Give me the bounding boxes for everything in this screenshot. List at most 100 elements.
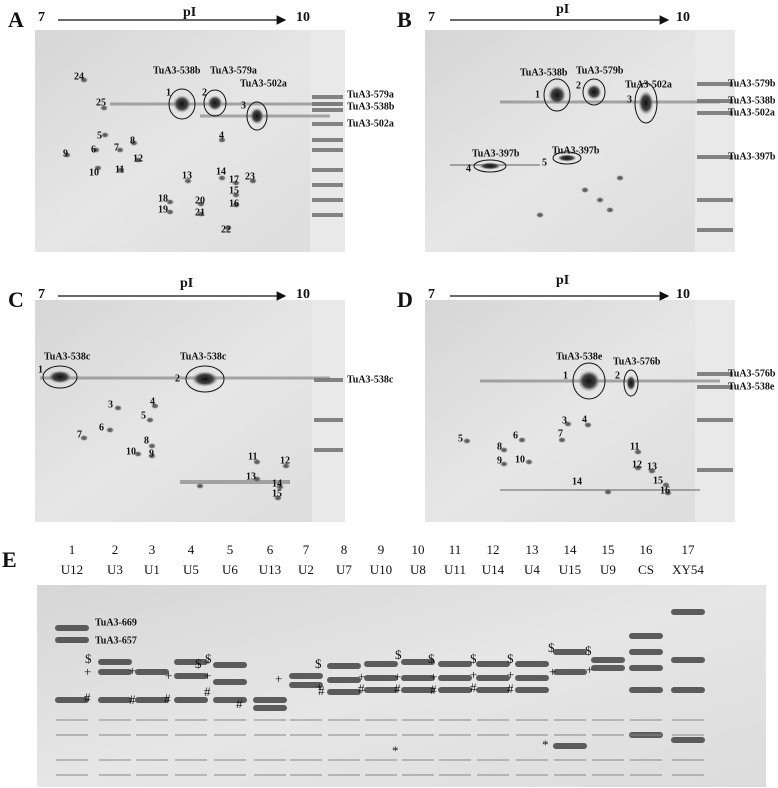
protein-band <box>553 743 587 749</box>
protein-band <box>672 734 704 736</box>
spot-number: 4 <box>219 130 224 141</box>
protein-band <box>516 759 548 761</box>
protein-band <box>135 697 169 703</box>
protein-band <box>214 719 246 721</box>
lane-number: 1 <box>69 542 76 557</box>
protein-band <box>174 697 208 703</box>
protein-band <box>672 774 704 776</box>
protein-spot <box>664 490 672 496</box>
protein-spot <box>100 105 108 111</box>
spot-number: 7 <box>114 142 119 153</box>
spot-number: 4 <box>466 163 471 174</box>
spot-number: 9 <box>149 448 154 459</box>
band-marker: + <box>84 664 91 679</box>
lane-label: TuA3-579b <box>728 78 776 89</box>
lane-number: 4 <box>188 542 195 557</box>
protein-spot <box>197 211 205 217</box>
band-marker: $ <box>85 651 92 666</box>
protein-band <box>55 697 89 703</box>
protein-band <box>289 673 323 679</box>
band-marker: # <box>470 680 477 695</box>
protein-band <box>290 759 322 761</box>
protein-band <box>592 719 624 721</box>
protein-band <box>438 687 472 693</box>
protein-spot <box>577 370 601 392</box>
protein-band <box>213 662 247 668</box>
spot-number: 2 <box>175 373 180 384</box>
protein-spot <box>172 95 192 113</box>
spot-number: 5 <box>542 157 547 168</box>
marker-band <box>697 468 733 472</box>
marker-band <box>312 168 343 172</box>
spot-number: 5 <box>97 130 102 141</box>
band-marker: $ <box>428 651 435 666</box>
band-marker: + <box>165 668 172 683</box>
spot-number: 8 <box>130 135 135 146</box>
spot-number: 2 <box>576 80 581 91</box>
lane-name: U13 <box>259 562 281 577</box>
protein-spot <box>196 483 204 489</box>
protein-band <box>592 759 624 761</box>
protein-band <box>554 759 586 761</box>
protein-band <box>56 734 88 736</box>
lane-number: 17 <box>682 542 696 557</box>
protein-spot <box>117 167 125 173</box>
spot-number: 1 <box>563 370 568 381</box>
gel-image <box>35 300 345 522</box>
spot-number: 12 <box>280 455 290 466</box>
spot-number: 4 <box>582 414 587 425</box>
lane-number: 3 <box>149 542 156 557</box>
protein-band <box>214 734 246 736</box>
lane-name: U4 <box>524 562 540 577</box>
protein-band <box>516 719 548 721</box>
band-marker: * <box>542 737 549 752</box>
band-marker: $ <box>548 640 555 655</box>
protein-spot <box>557 154 577 162</box>
spot-number: 22 <box>221 224 231 235</box>
spot-name: TuA3-538b <box>520 67 568 78</box>
protein-band <box>630 759 662 761</box>
panel-letter: D <box>397 287 413 312</box>
gel-image <box>425 300 735 522</box>
protein-band <box>402 774 434 776</box>
marker-band <box>697 372 733 376</box>
protein-band <box>439 774 471 776</box>
protein-band <box>136 734 168 736</box>
protein-spot <box>463 438 471 444</box>
spot-number: 24 <box>74 71 84 82</box>
lane-name: U5 <box>183 562 199 577</box>
spot-number: 23 <box>245 171 255 182</box>
protein-spot <box>232 192 240 198</box>
spot-name: TuA3-397b <box>472 148 520 159</box>
spot-number: 1 <box>166 87 171 98</box>
protein-spot <box>207 95 223 111</box>
spot-circle <box>185 365 225 393</box>
marker-band <box>312 108 343 112</box>
pi-end: 10 <box>676 287 690 302</box>
marker-band <box>312 138 343 142</box>
marker-band <box>312 198 343 202</box>
protein-band <box>630 734 662 736</box>
lane-label: TuA3-538e <box>728 381 775 392</box>
protein-band <box>438 661 472 667</box>
protein-spot <box>478 162 502 170</box>
spot-number: 8 <box>497 441 502 452</box>
spot-number: 14 <box>272 478 282 489</box>
lane-number: 9 <box>378 542 385 557</box>
protein-band <box>672 719 704 721</box>
protein-band <box>174 673 208 679</box>
protein-band <box>55 637 89 643</box>
lane-number: 5 <box>227 542 234 557</box>
protein-spot <box>48 370 72 384</box>
band-marker: $ <box>507 651 514 666</box>
protein-band <box>99 774 131 776</box>
lane-name: U1 <box>144 562 160 577</box>
protein-spot <box>648 468 656 474</box>
protein-band <box>56 719 88 721</box>
spot-number: 5 <box>458 433 463 444</box>
spot-number: 16 <box>229 198 239 209</box>
band-marker: # <box>164 691 171 706</box>
protein-spot <box>166 209 174 215</box>
spot-number: 3 <box>562 415 567 426</box>
protein-spot <box>106 427 114 433</box>
